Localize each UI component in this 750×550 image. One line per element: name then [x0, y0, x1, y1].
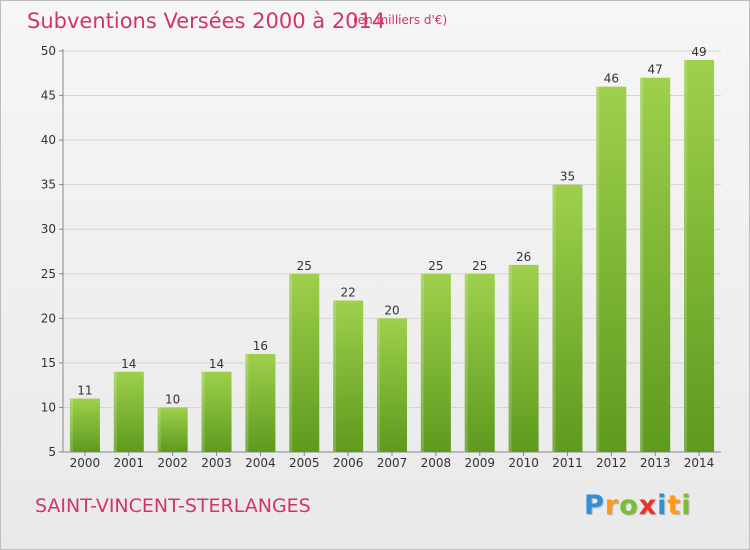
bar-value-label: 25 [472, 259, 487, 273]
logo-letter: r [604, 490, 620, 521]
y-tick-label: 5 [48, 445, 56, 459]
bar-value-label: 26 [516, 250, 531, 264]
x-tick-label: 2007 [377, 456, 408, 470]
y-tick-label: 45 [41, 89, 56, 103]
x-tick-label: 2006 [333, 456, 364, 470]
bar-highlight [508, 264, 512, 452]
y-tick-label: 20 [41, 311, 56, 325]
logo-letter: t [667, 490, 682, 521]
commune-name: SAINT-VINCENT-STERLANGES [35, 495, 311, 517]
bar-highlight [289, 273, 293, 452]
bar [596, 86, 627, 453]
bar [420, 273, 451, 452]
bar-value-label: 35 [560, 170, 575, 184]
bar [333, 300, 364, 452]
logo-letter: x [638, 490, 658, 521]
bar-highlight [333, 300, 337, 452]
chart-title: Subventions Versées 2000 à 2014 [27, 9, 386, 33]
bar-highlight [464, 273, 468, 452]
bar [464, 273, 495, 452]
bar-value-label: 25 [428, 259, 443, 273]
x-tick-label: 2003 [201, 456, 232, 470]
y-tick-label: 50 [41, 44, 56, 58]
bar-value-label: 20 [384, 303, 399, 317]
y-tick-label: 25 [41, 267, 56, 281]
bar-highlight [113, 371, 117, 452]
x-tick-label: 2011 [552, 456, 583, 470]
y-tick-label: 40 [41, 133, 56, 147]
bar [377, 318, 407, 452]
x-tick-label: 2009 [464, 456, 495, 470]
bar-highlight [69, 398, 73, 452]
bar [201, 371, 232, 452]
bar [245, 353, 276, 452]
bar [69, 398, 100, 452]
x-tick-label: 2000 [70, 456, 101, 470]
x-tick-label: 2008 [421, 456, 452, 470]
x-tick-label: 2010 [508, 456, 539, 470]
bar-highlight [552, 184, 556, 452]
bar [684, 59, 715, 453]
bar-highlight [245, 353, 249, 452]
y-tick-label: 35 [41, 178, 56, 192]
bar [113, 371, 144, 452]
x-tick-label: 2005 [289, 456, 320, 470]
logo-letter: o [619, 490, 639, 521]
x-tick-label: 2013 [640, 456, 671, 470]
logo-letter: i [657, 490, 668, 521]
bar-value-label: 46 [604, 72, 619, 86]
bar-highlight [684, 59, 688, 453]
x-tick-label: 2002 [157, 456, 188, 470]
bar-highlight [157, 407, 161, 452]
y-tick-label: 10 [41, 400, 56, 414]
x-tick-label: 2014 [684, 456, 715, 470]
bar-highlight [377, 318, 380, 452]
data-labels: 11 14 10 14 16 25 22 20 25 25 26 35 46 47 49 [77, 45, 706, 407]
x-tick-label: 2012 [596, 456, 627, 470]
bar [508, 264, 539, 452]
x-tick-label: 2001 [114, 456, 145, 470]
logo-letter: i [681, 490, 692, 521]
tick-labels: 5 10 15 20 25 30 35 40 45 50 2000 2001 2002 2003 2004 2… [41, 44, 715, 470]
bar-value-label: 49 [691, 45, 706, 59]
bar-value-label: 14 [209, 357, 224, 371]
bar-value-label: 25 [297, 259, 312, 273]
chart-unit: (en milliers d'€) [353, 13, 448, 27]
bar-value-label: 47 [648, 63, 663, 77]
y-tick-label: 30 [41, 222, 56, 236]
proxiti-logo[interactable]: Proxiti [584, 490, 692, 521]
bar [640, 77, 671, 452]
bar-highlight [201, 371, 205, 452]
bar-highlight [420, 273, 424, 452]
bar-value-label: 14 [121, 357, 136, 371]
bar-highlight [596, 86, 600, 453]
bar-value-label: 22 [340, 286, 355, 300]
bar-value-label: 10 [165, 392, 180, 406]
bar-value-label: 16 [253, 339, 268, 353]
bars [69, 59, 715, 453]
bar [552, 184, 583, 452]
bar-highlight [640, 77, 644, 452]
logo-letter: P [584, 490, 605, 521]
bar [157, 407, 188, 452]
y-tick-label: 15 [41, 356, 56, 370]
x-tick-label: 2004 [245, 456, 276, 470]
bar [289, 273, 320, 452]
bar-value-label: 11 [77, 384, 92, 398]
